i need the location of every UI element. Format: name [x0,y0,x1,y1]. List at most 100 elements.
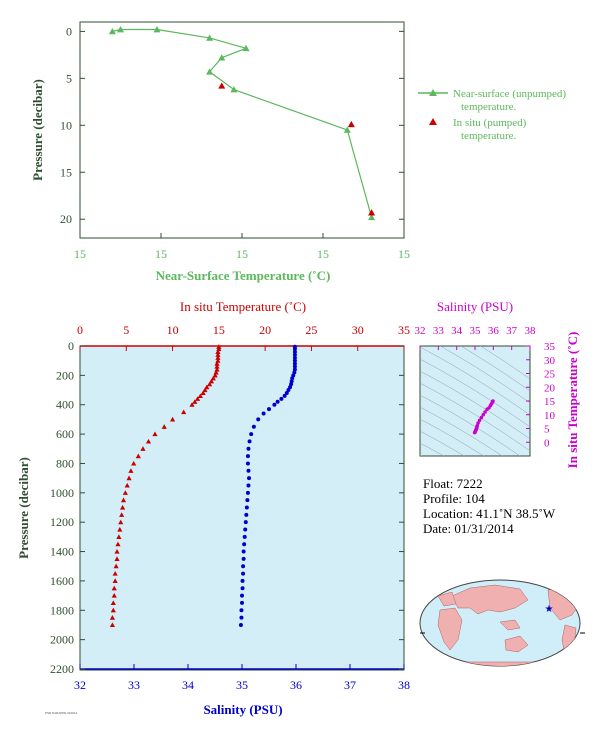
in-situ-point [347,120,355,128]
ts-point [477,418,482,423]
top-plot-frame [79,21,405,239]
temperature-point [161,424,167,429]
profile-ytick-label: 400 [56,398,74,412]
temperature-point [140,446,146,451]
salinity-point [288,385,293,390]
profile-ytick-label: 1800 [50,603,74,617]
profile-ytick-label: 0 [68,339,74,353]
salinity-point [246,483,251,488]
legend-label-2b: temperature. [461,130,517,142]
top-legend: Near-surface (unpumped) temperature. In … [418,88,566,142]
temperature-point [204,384,210,390]
temperature-point [200,390,206,396]
salinity-point [239,608,244,613]
ts-xtick-label: 32 [415,325,426,337]
profile-y-axis-label: Pressure (decibar) [16,457,31,559]
map-africa [437,607,463,651]
profile-ytick-label: 1000 [50,486,74,500]
map-south-america [561,624,577,661]
map-antarctica [420,661,580,666]
ts-plot-frame [419,345,531,457]
salinity-point [272,402,277,407]
salinity-point [247,476,252,481]
top-ytick-label: 10 [60,118,72,132]
ts-point [472,430,477,435]
isopycnal-line [420,358,530,428]
profile-top-axis-label: In situ Temperature (˚C) [180,299,306,314]
temperature-point [119,512,125,517]
temperature-point [128,468,134,473]
temperature-point [111,585,117,591]
top-y-axis-label: Pressure (decibar) [30,79,45,181]
temperature-point [215,349,221,354]
ts-ytick-label: 35 [544,341,556,353]
profile-ytick-label: 2200 [50,662,74,676]
temperature-point [117,526,123,532]
salinity-point [261,411,266,416]
ts-xtick-label: 34 [451,325,463,337]
profile-ytick-label: 1600 [50,574,74,588]
ts-xtick-label: 33 [433,325,445,337]
salinity-tick-label: 36 [290,678,302,692]
legend-label-1b: temperature. [461,101,517,113]
float-position-star-icon: ★ [545,604,554,615]
ts-ytick-label: 25 [544,369,556,381]
temperature-point [194,396,201,401]
salinity-point [246,446,251,451]
near-surface-point [368,213,376,221]
temperature-point [192,399,198,404]
top-xtick-label: 15 [74,247,86,261]
salinity-point [245,490,250,495]
temperature-point [181,409,187,415]
near-surface-point [218,54,226,61]
salinity-point [241,564,246,569]
salinity-point [292,358,297,363]
ts-xtick-label: 37 [506,325,518,337]
near-surface-point [343,126,351,133]
temperature-point [110,600,116,606]
isopycnal-line [420,442,445,456]
temperature-point [215,352,221,357]
map-eurasia [451,584,529,615]
temperature-point [212,372,218,378]
salinity-point [245,454,250,459]
temperature-point [131,460,137,466]
info-location: Location: 41.1˚N 38.5˚W [423,506,556,521]
salinity-point [275,399,280,404]
temperature-point [215,355,221,360]
near-surface-line [112,28,373,218]
salinity-tick-label: 32 [74,678,86,692]
temperature-point [214,361,220,366]
salinity-tick-label: 37 [344,678,356,692]
top-x-axis-label: Near-Surface Temperature (˚C) [156,268,331,283]
isopycnal-line [420,346,530,416]
temperature-point [135,453,141,459]
top-ytick-label: 0 [66,24,72,38]
isopycnal-line [420,406,503,456]
float-info: Float: 7222 Profile: 104 Location: 41.1˚… [423,476,556,536]
map-australia [504,635,529,653]
ts-ytick-label: 20 [544,382,556,394]
profile-ytick-label: 600 [56,427,74,441]
salinity-point [251,424,256,429]
salinity-point [292,352,297,357]
salinity-point [256,417,261,422]
ts-point [476,421,480,425]
salinity-point [241,556,246,561]
isopycnal-line [420,430,465,456]
temperature-point [119,504,126,510]
ts-xtick-label: 38 [525,325,537,337]
near-surface-point [153,26,161,33]
temperature-point [116,534,122,539]
top-ytick-label: 15 [60,165,72,179]
temperature-point [213,369,219,375]
legend-label-2a: In situ (pumped) [453,117,527,129]
temperature-point [122,490,128,495]
legend-triangle-green-icon [429,89,437,96]
salinity-point [238,622,243,627]
salinity-point [241,571,246,576]
info-profile: Profile: 104 [423,491,485,506]
salinity-point [242,534,247,539]
ts-ytick-label: 5 [544,424,550,436]
